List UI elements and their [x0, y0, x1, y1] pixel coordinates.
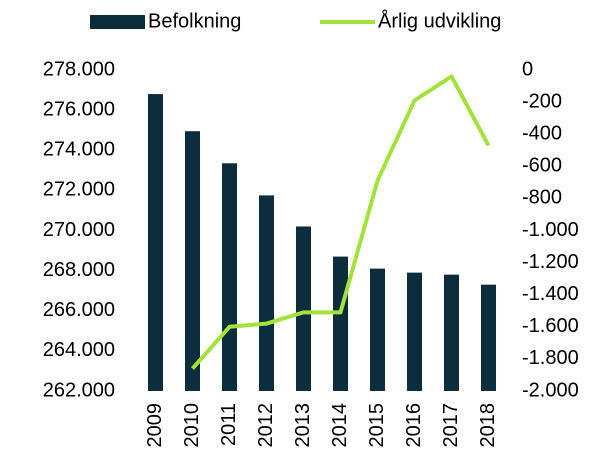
bar [185, 131, 200, 392]
y-tick-label: 268.000 [43, 259, 115, 281]
x-tick-label: 2018 [477, 403, 499, 448]
y-tick-label: 262.000 [43, 379, 115, 401]
y-tick-label: 276.000 [43, 98, 115, 120]
bar [481, 284, 496, 391]
y-tick-label: 266.000 [43, 299, 115, 321]
y-tick-label: 264.000 [43, 339, 115, 361]
x-tick-label: 2012 [255, 403, 277, 448]
legend-label: Årlig udvikling [378, 9, 501, 32]
y2-tick-label: -600 [522, 155, 562, 177]
legend-label: Befolkning [148, 10, 241, 32]
x-tick-label: 2016 [403, 403, 425, 448]
x-tick-label: 2015 [366, 403, 388, 448]
y2-tick-label: -1.800 [522, 347, 579, 369]
y2-tick-label: -400 [522, 122, 562, 144]
x-tick-label: 2011 [218, 403, 240, 446]
y-tick-label: 274.000 [43, 139, 115, 161]
y2-tick-label: -2.000 [522, 379, 579, 401]
bar [259, 195, 274, 391]
y2-tick-label: -1.400 [522, 283, 579, 305]
x-tick-label: 2014 [329, 403, 351, 448]
bar [444, 274, 459, 391]
x-tick-label: 2013 [292, 403, 314, 448]
bar [222, 163, 237, 391]
y-tick-label: 272.000 [43, 179, 115, 201]
bar [148, 94, 163, 391]
line [191, 74, 491, 370]
x-tick-label: 2010 [181, 403, 203, 448]
y2-tick-label: -1.600 [522, 315, 579, 337]
y-tick-label: 270.000 [43, 219, 115, 241]
y2-tick-label: -200 [522, 90, 562, 112]
x-tick-label: 2009 [144, 403, 166, 448]
bar [333, 256, 348, 391]
bar [296, 226, 311, 391]
x-tick-label: 2017 [440, 403, 462, 448]
y2-tick-label: -800 [522, 187, 562, 209]
y2-tick-label: -1.200 [522, 251, 579, 273]
legend-swatch [90, 15, 145, 29]
bar [370, 268, 385, 391]
y2-tick-label: -1.000 [522, 219, 579, 241]
y-tick-label: 278.000 [43, 58, 115, 80]
bar [407, 272, 422, 391]
y2-tick-label: 0 [522, 58, 533, 80]
